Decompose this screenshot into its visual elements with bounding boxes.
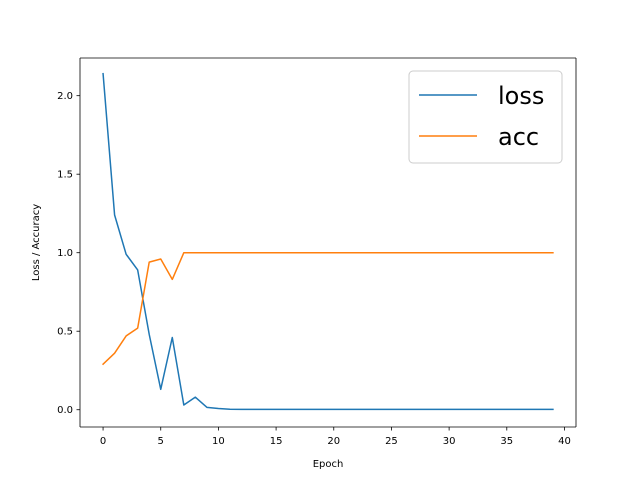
x-tick-label: 30 [443,436,456,447]
x-tick-label: 0 [100,436,106,447]
y-tick-label: 0.0 [57,405,73,416]
y-axis-label: Loss / Accuracy [31,204,42,281]
legend-label-acc: acc [498,123,539,151]
x-axis-label: Epoch [313,459,344,470]
x-tick-label: 35 [500,436,513,447]
x-tick-label: 5 [158,436,164,447]
legend-label-loss: loss [498,82,544,110]
x-axis-ticks: 0 5 10 15 20 25 30 35 40 [100,427,571,447]
legend: loss acc [408,70,563,164]
x-tick-label: 20 [327,436,340,447]
y-tick-label: 2.0 [57,91,73,102]
series-line-acc [102,251,554,366]
y-tick-label: 1.5 [57,170,73,181]
axes-spines [79,57,577,428]
y-tick-label: 0.5 [57,327,73,338]
series-layer [102,72,554,411]
x-tick-label: 15 [270,436,283,447]
x-tick-label: 10 [212,436,225,447]
series-line-loss [102,72,554,411]
x-tick-label: 40 [558,436,571,447]
y-axis-ticks: 0.0 0.5 1.0 1.5 2.0 [57,91,80,416]
x-tick-label: 25 [385,436,398,447]
legend-box [408,70,563,164]
y-tick-label: 1.0 [57,248,73,259]
